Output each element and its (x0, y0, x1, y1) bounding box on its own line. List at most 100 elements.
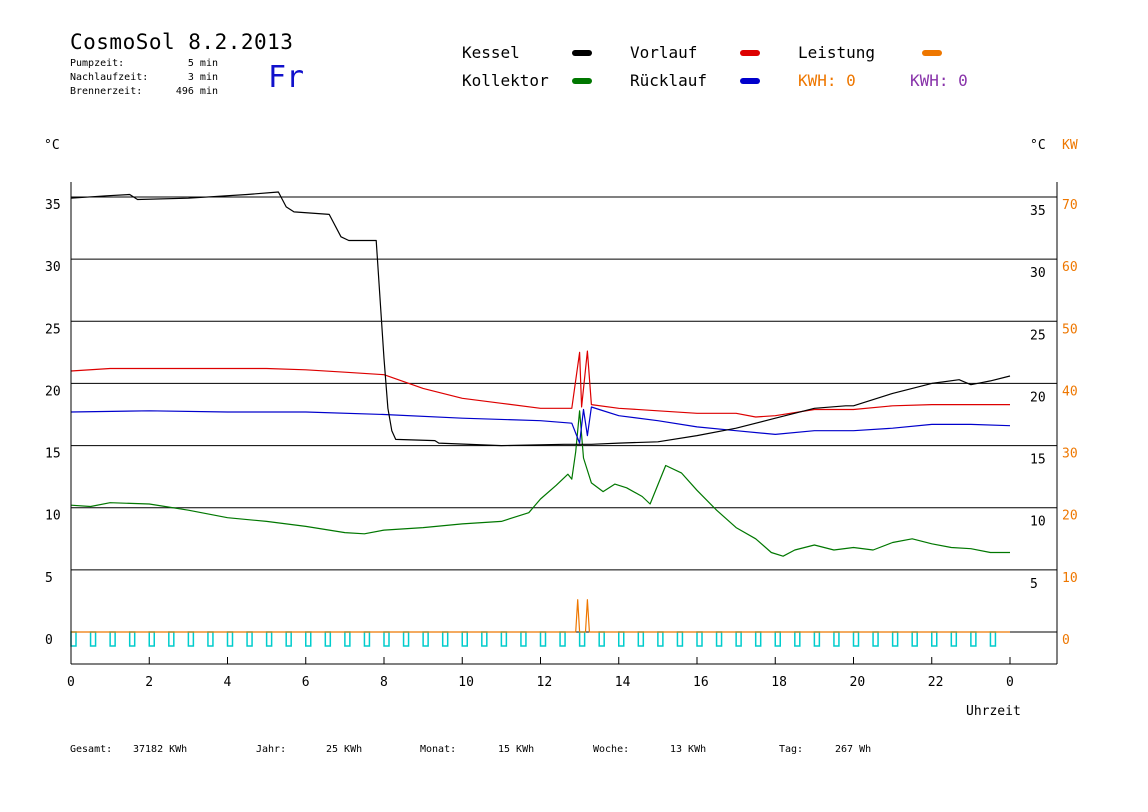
pump-marker-37 (794, 631, 801, 647)
stat-pumpzeit-value: 5 min (187, 58, 218, 69)
x-tick-2: 4 (224, 675, 232, 690)
y2-tick-50: 50 (1062, 322, 1078, 337)
pump-marker-40 (852, 631, 860, 647)
x-tick-8: 16 (693, 675, 709, 690)
footer-woche-value: 13 KWh (670, 744, 707, 755)
legend-kollektor-label: Kollektor (462, 71, 549, 90)
pump-marker-12 (305, 631, 312, 647)
pump-marker-10 (265, 631, 273, 647)
footer-monat-label: Monat: (420, 744, 457, 755)
pump-marker-46 (970, 631, 977, 647)
pump-marker-30 (657, 631, 664, 647)
pump-marker-5 (168, 631, 175, 647)
x-tick-5: 10 (458, 675, 474, 690)
y-tick-right-25: 25 (1030, 328, 1046, 343)
x-tick-0: 0 (67, 675, 75, 690)
footer-woche-label: Woche: (593, 744, 630, 755)
y-tick-right-20: 20 (1030, 390, 1046, 405)
pump-marker-25 (559, 631, 566, 647)
pump-marker-33 (715, 631, 723, 647)
x-tick-3: 6 (302, 675, 310, 690)
pump-marker-36 (774, 631, 781, 647)
pump-marker-35 (754, 631, 762, 647)
pump-marker-16 (383, 631, 390, 647)
stat-brennerzeit-label: Brennerzeit: (70, 86, 143, 97)
legend-vorlauf-swatch (740, 50, 760, 56)
x-tick-10: 20 (850, 675, 866, 690)
pump-marker-38 (813, 631, 821, 647)
footer-tag-value: 267 Wh (835, 744, 872, 755)
legend-leistung-swatch (922, 50, 942, 56)
y2-tick-60: 60 (1062, 260, 1078, 275)
series-line-vorlauf (70, 350, 1010, 418)
chart-title: CosmoSol 8.2.2013 (70, 30, 294, 54)
x-tick-11: 22 (928, 675, 944, 690)
x-tick-9: 18 (771, 675, 787, 690)
pump-marker-43 (911, 631, 918, 647)
weekday-label: Fr (268, 60, 305, 95)
pump-marker-42 (891, 631, 899, 647)
y2-tick-70: 70 (1062, 198, 1078, 213)
y-tick-right-10: 10 (1030, 515, 1046, 530)
y2-tick-30: 30 (1062, 447, 1078, 462)
pump-marker-19 (441, 631, 449, 647)
y-axis-label-left: °C (44, 138, 60, 153)
series-line-ruecklauf (70, 406, 1011, 444)
legend-kessel-label: Kessel (462, 43, 520, 62)
footer-jahr-value: 25 KWh (326, 744, 363, 755)
pump-marker-14 (344, 631, 351, 647)
y-tick-left-5: 5 (45, 571, 53, 586)
footer-jahr-label: Jahr: (256, 744, 287, 755)
pump-marker-31 (676, 631, 684, 647)
pump-marker-24 (539, 631, 547, 647)
pump-marker-29 (637, 631, 645, 647)
legend-ruecklauf-label: Rücklauf (630, 71, 708, 90)
pump-marker-34 (735, 631, 742, 647)
pump-marker-39 (833, 631, 840, 647)
x-tick-12: 0 (1006, 675, 1014, 690)
pump-marker-47 (989, 631, 997, 647)
stat-nachlaufzeit-label: Nachlaufzeit: (70, 72, 149, 83)
x-tick-4: 8 (380, 675, 388, 690)
stat-brennerzeit-value: 496 min (175, 86, 218, 97)
pump-marker-9 (246, 631, 253, 647)
pump-marker-4 (148, 631, 155, 647)
y2-tick-0: 0 (1062, 633, 1070, 648)
legend-ruecklauf-swatch (740, 78, 760, 84)
pump-marker-23 (520, 631, 527, 647)
series-line-leistung (71, 599, 1010, 633)
pump-marker-28 (618, 631, 625, 647)
pump-marker-22 (500, 631, 508, 647)
y-tick-left-15: 15 (45, 447, 61, 462)
pump-marker-15 (363, 631, 371, 647)
stat-nachlaufzeit-value: 3 min (187, 72, 218, 83)
pump-marker-21 (481, 631, 488, 647)
pump-marker-1 (89, 631, 97, 647)
y2-tick-10: 10 (1062, 571, 1078, 586)
pump-marker-11 (285, 631, 292, 647)
pump-marker-18 (422, 631, 429, 647)
pump-marker-45 (950, 631, 958, 647)
footer-gesamt-value: 37182 KWh (133, 744, 188, 755)
y-tick-right-5: 5 (1030, 577, 1038, 592)
x-tick-7: 14 (615, 675, 631, 690)
pump-marker-7 (207, 631, 214, 647)
legend-vorlauf-label: Vorlauf (630, 43, 698, 62)
series-line-kollektor (70, 410, 1010, 557)
footer-monat-value: 15 KWh (498, 744, 535, 755)
pump-marker-13 (324, 631, 332, 647)
y-tick-left-30: 30 (45, 260, 61, 275)
pump-marker-32 (696, 631, 703, 647)
legend-kwh-purple: KWH: 0 (910, 71, 968, 90)
legend-kessel-swatch (572, 50, 592, 56)
y-tick-left-10: 10 (45, 509, 61, 524)
pump-marker-27 (598, 631, 605, 647)
x-tick-6: 12 (537, 675, 553, 690)
footer-tag-label: Tag: (779, 744, 804, 755)
x-tick-1: 2 (145, 675, 153, 690)
y2-axis-label: KW (1062, 138, 1078, 153)
pump-marker-2 (109, 631, 116, 647)
footer-gesamt-label: Gesamt: (70, 744, 113, 755)
series-line-kessel (70, 191, 1011, 447)
